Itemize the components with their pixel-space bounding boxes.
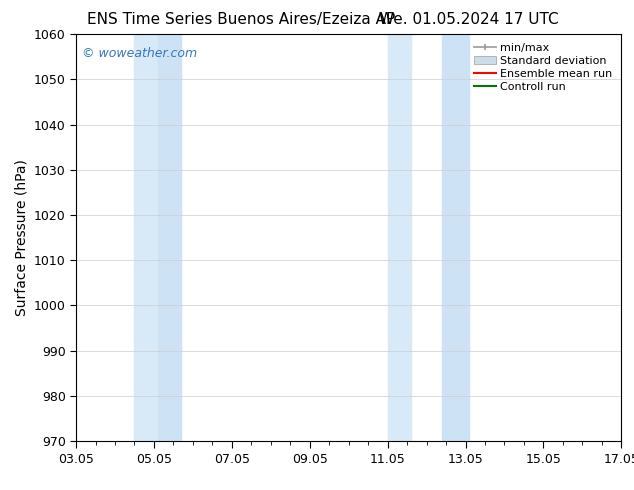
- Bar: [442, 34, 469, 441]
- Text: © woweather.com: © woweather.com: [82, 47, 197, 59]
- Bar: [134, 34, 158, 441]
- Y-axis label: Surface Pressure (hPa): Surface Pressure (hPa): [14, 159, 29, 316]
- Legend: min/max, Standard deviation, Ensemble mean run, Controll run: min/max, Standard deviation, Ensemble me…: [470, 40, 616, 95]
- Bar: [387, 34, 411, 441]
- Bar: [158, 34, 181, 441]
- Text: We. 01.05.2024 17 UTC: We. 01.05.2024 17 UTC: [379, 12, 559, 27]
- Text: ENS Time Series Buenos Aires/Ezeiza AP: ENS Time Series Buenos Aires/Ezeiza AP: [87, 12, 395, 27]
